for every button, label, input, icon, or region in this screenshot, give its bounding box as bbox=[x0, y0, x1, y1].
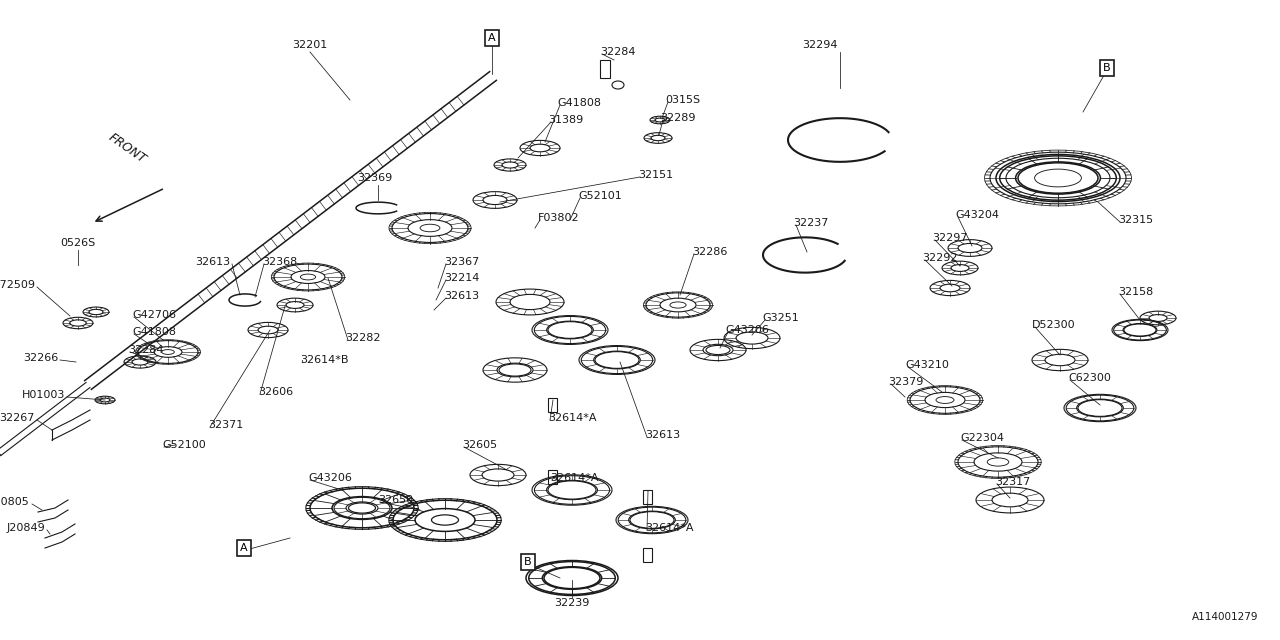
Text: G22304: G22304 bbox=[960, 433, 1004, 443]
Text: 32614*A: 32614*A bbox=[548, 413, 596, 423]
Text: 32368: 32368 bbox=[262, 257, 297, 267]
Text: 32317: 32317 bbox=[995, 477, 1030, 487]
Bar bbox=[643, 490, 652, 504]
Text: 31389: 31389 bbox=[548, 115, 584, 125]
Text: G52101: G52101 bbox=[579, 191, 622, 201]
Text: 32267: 32267 bbox=[0, 413, 35, 423]
Text: 32266: 32266 bbox=[23, 353, 58, 363]
Text: D52300: D52300 bbox=[1032, 320, 1075, 330]
Text: 32282: 32282 bbox=[346, 333, 380, 343]
Text: G42706: G42706 bbox=[132, 310, 177, 320]
Text: 0526S: 0526S bbox=[60, 238, 96, 248]
Text: G43206: G43206 bbox=[724, 325, 769, 335]
Text: 0315S: 0315S bbox=[666, 95, 700, 105]
Text: G43210: G43210 bbox=[905, 360, 948, 370]
Text: 32614*B: 32614*B bbox=[300, 355, 348, 365]
Text: G41808: G41808 bbox=[132, 327, 177, 337]
Text: 32371: 32371 bbox=[207, 420, 243, 430]
Text: B: B bbox=[525, 557, 531, 567]
Text: G43204: G43204 bbox=[955, 210, 998, 220]
Text: FRONT: FRONT bbox=[105, 131, 148, 166]
Text: 32237: 32237 bbox=[794, 218, 828, 228]
Text: 32379: 32379 bbox=[888, 377, 923, 387]
Text: A: A bbox=[488, 33, 495, 43]
Bar bbox=[600, 60, 611, 78]
Text: D90805: D90805 bbox=[0, 497, 29, 507]
Text: 32605: 32605 bbox=[462, 440, 497, 450]
Text: 32294: 32294 bbox=[803, 40, 837, 50]
Bar bbox=[548, 398, 557, 412]
Bar bbox=[643, 548, 652, 562]
Text: G41808: G41808 bbox=[557, 98, 602, 108]
Text: 32315: 32315 bbox=[1117, 215, 1153, 225]
Text: 32367: 32367 bbox=[444, 257, 479, 267]
Text: 32650: 32650 bbox=[378, 495, 413, 505]
Text: B: B bbox=[1103, 63, 1111, 73]
Text: 32613: 32613 bbox=[444, 291, 479, 301]
Text: J20849: J20849 bbox=[6, 523, 45, 533]
Bar bbox=[548, 470, 557, 484]
Text: 32369: 32369 bbox=[357, 173, 393, 183]
Text: 32239: 32239 bbox=[554, 598, 590, 608]
Text: 32284: 32284 bbox=[128, 345, 164, 355]
Text: 32606: 32606 bbox=[259, 387, 293, 397]
Text: 32201: 32201 bbox=[292, 40, 328, 50]
Text: 32151: 32151 bbox=[637, 170, 673, 180]
Text: 32284: 32284 bbox=[600, 47, 635, 57]
Text: 32614*A: 32614*A bbox=[645, 523, 694, 533]
Text: 32214: 32214 bbox=[444, 273, 480, 283]
Text: 32289: 32289 bbox=[660, 113, 695, 123]
Text: A: A bbox=[241, 543, 248, 553]
Text: G3251: G3251 bbox=[762, 313, 799, 323]
Text: 32613: 32613 bbox=[645, 430, 680, 440]
Text: 32613: 32613 bbox=[195, 257, 230, 267]
Text: H01003: H01003 bbox=[22, 390, 65, 400]
Text: A114001279: A114001279 bbox=[1192, 612, 1258, 622]
Text: F03802: F03802 bbox=[538, 213, 580, 223]
Text: 32614*A: 32614*A bbox=[550, 473, 599, 483]
Text: C62300: C62300 bbox=[1068, 373, 1111, 383]
Text: 32292: 32292 bbox=[922, 253, 957, 263]
Text: G43206: G43206 bbox=[308, 473, 352, 483]
Text: G72509: G72509 bbox=[0, 280, 35, 290]
Text: 32286: 32286 bbox=[692, 247, 727, 257]
Text: G52100: G52100 bbox=[163, 440, 206, 450]
Text: 32158: 32158 bbox=[1117, 287, 1153, 297]
Text: 32297: 32297 bbox=[932, 233, 968, 243]
